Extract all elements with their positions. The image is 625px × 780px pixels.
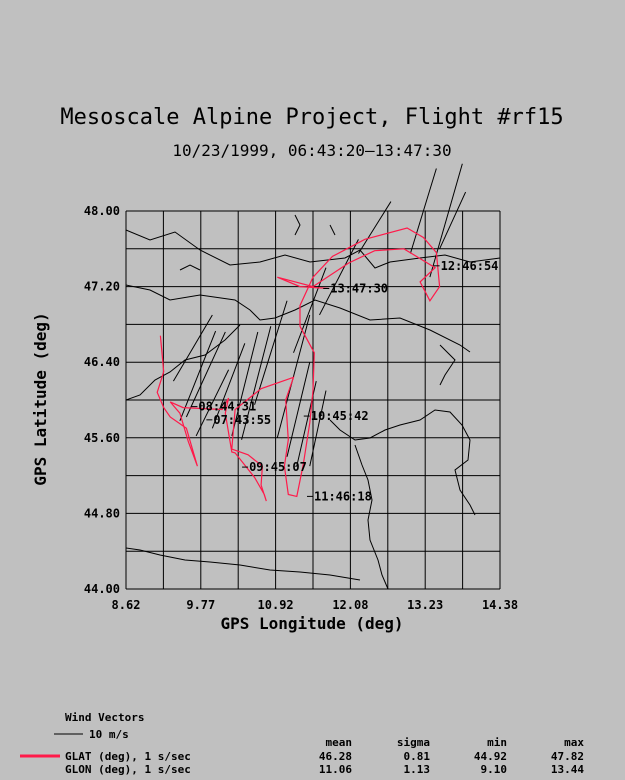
wind-vector	[241, 326, 272, 440]
wind-vector	[195, 369, 230, 437]
axis-ticks: 8.62 9.77 10.92 12.08 13.23 14.38 44.00 44.80 45…	[84, 204, 518, 612]
glat-sigma: 0.81	[404, 750, 431, 763]
wind-vector	[286, 362, 311, 457]
track-line	[156, 227, 441, 502]
wind-vector	[439, 191, 467, 250]
wind-vector	[172, 314, 213, 382]
coastline-segment	[125, 229, 501, 269]
x-tick-label: 9.77	[186, 598, 215, 612]
y-tick-label: 45.60	[84, 431, 120, 445]
wind-vector	[179, 330, 217, 421]
glon-max: 13.44	[551, 763, 584, 776]
wind-vector	[409, 168, 437, 254]
x-tick-label: 13.23	[407, 598, 443, 612]
wind-vector	[254, 300, 288, 405]
flight-track	[156, 227, 441, 502]
coastline-segment	[354, 444, 389, 590]
wind-vector	[429, 163, 463, 278]
coastline-segment	[439, 344, 456, 386]
coastline-segment	[329, 224, 336, 236]
stat-header-min: min	[487, 736, 507, 749]
y-tick-label: 47.20	[84, 280, 120, 294]
coastline-segment	[329, 409, 476, 516]
stat-header-sigma: sigma	[397, 736, 430, 749]
x-tick-label: 10.92	[258, 598, 294, 612]
coastline-segment	[294, 214, 301, 236]
stat-header-max: max	[564, 736, 584, 749]
wind-vector	[319, 239, 359, 316]
wind-vector	[276, 314, 311, 438]
glon-legend-label: GLON (deg), 1 s/sec	[65, 763, 191, 776]
chart-subtitle: 10/23/1999, 06:43:20–13:47:30	[172, 141, 451, 160]
x-tick-label: 12.08	[332, 598, 368, 612]
legend: Wind Vectors 10 m/s mean sigma min max G…	[20, 711, 584, 776]
coastline-segment	[125, 324, 241, 401]
glat-min: 44.92	[474, 750, 507, 763]
time-label: 10:45:42	[311, 409, 369, 423]
glat-mean: 46.28	[319, 750, 352, 763]
y-tick-label: 48.00	[84, 204, 120, 218]
x-tick-label: 8.62	[112, 598, 141, 612]
time-label: 09:45:07	[249, 460, 307, 474]
wind-vector	[309, 390, 327, 467]
wind-scale-label: 10 m/s	[89, 728, 129, 741]
wind-vector	[293, 267, 327, 353]
glon-sigma: 1.13	[404, 763, 431, 776]
stat-header-mean: mean	[326, 736, 353, 749]
y-tick-label: 44.00	[84, 582, 120, 596]
glat-legend-label: GLAT (deg), 1 s/sec	[65, 750, 191, 763]
y-axis-label: GPS Latitude (deg)	[31, 312, 50, 485]
time-label: 13:47:30	[330, 281, 388, 295]
time-label: 11:46:18	[314, 489, 372, 503]
y-tick-label: 44.80	[84, 506, 120, 520]
glat-max: 47.82	[551, 750, 584, 763]
x-tick-label: 14.38	[482, 598, 518, 612]
coastline-segment	[125, 547, 361, 581]
wind-vector	[358, 201, 392, 254]
time-label: 07:43:55	[213, 413, 271, 427]
x-axis-label: GPS Longitude (deg)	[220, 614, 403, 633]
glon-min: 9.10	[481, 763, 508, 776]
wind-vector	[211, 343, 246, 429]
y-tick-label: 46.40	[84, 355, 120, 369]
wind-vector	[185, 331, 226, 418]
coastline-segment	[179, 264, 201, 271]
time-label: 12:46:54	[441, 259, 499, 273]
glon-mean: 11.06	[319, 763, 352, 776]
chart-title: Mesoscale Alpine Project, Flight #rf15	[60, 105, 563, 130]
time-label: 08:44:31	[198, 400, 256, 414]
wind-vector	[231, 331, 259, 437]
wind-legend-title: Wind Vectors	[65, 711, 144, 724]
